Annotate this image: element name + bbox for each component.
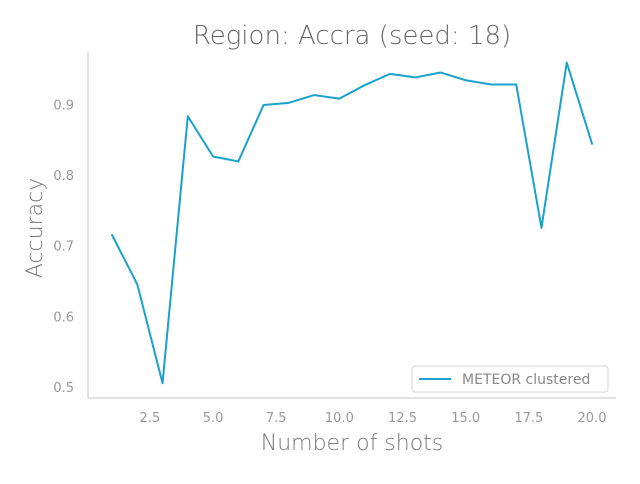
x-tick-label: 15.0	[451, 411, 480, 426]
x-tick-label: 20.0	[578, 411, 607, 426]
y-tick-label: 0.6	[53, 310, 74, 325]
x-tick-label: 12.5	[388, 411, 417, 426]
y-axis-label: Accuracy	[23, 178, 48, 278]
legend: METEOR clustered	[411, 365, 609, 393]
legend-label: METEOR clustered	[462, 372, 590, 388]
series-line	[111, 61, 593, 385]
x-tick-label: 17.5	[514, 411, 543, 426]
x-tick-label: 10.0	[325, 411, 354, 426]
chart-title: Region: Accra (seed: 18)	[193, 21, 511, 51]
x-tick-label: 7.5	[266, 411, 287, 426]
y-tick-label: 0.8	[53, 169, 74, 184]
y-tick-label: 0.5	[53, 381, 74, 396]
y-tick-label: 0.9	[53, 98, 74, 113]
series-layer	[111, 61, 593, 385]
x-tick-label: 5.0	[203, 411, 224, 426]
y-axis-ticks: 0.5 0.6 0.7 0.8 0.9	[53, 98, 74, 395]
y-tick-label: 0.7	[53, 240, 74, 255]
legend-box	[411, 365, 609, 393]
x-axis-label: Number of shots	[261, 431, 444, 456]
x-tick-label: 2.5	[140, 411, 161, 426]
x-axis-ticks: 2.5 5.0 7.5 10.0 12.5 15.0 17.5 20.0	[140, 411, 607, 426]
